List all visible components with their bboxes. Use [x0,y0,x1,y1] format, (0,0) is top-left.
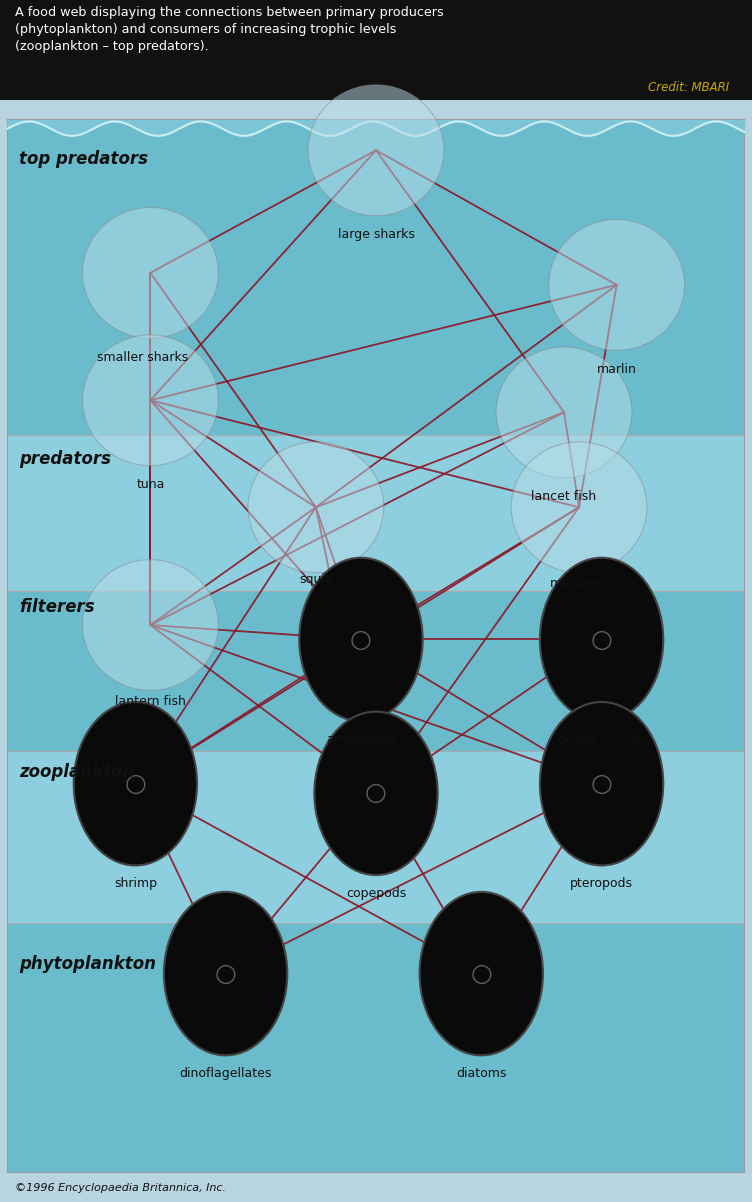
Text: ocean sunfish: ocean sunfish [558,733,645,746]
Bar [8,120,744,1172]
Text: ○: ○ [470,962,493,986]
Ellipse shape [308,85,444,215]
Ellipse shape [83,335,218,465]
Text: ○: ○ [350,627,372,651]
Text: ○: ○ [590,627,613,651]
Text: marlin: marlin [596,363,637,376]
Ellipse shape [496,347,632,477]
Ellipse shape [248,442,384,572]
Ellipse shape [511,442,647,572]
Ellipse shape [549,220,684,350]
Text: shrimp: shrimp [114,877,157,891]
Ellipse shape [83,560,218,690]
Ellipse shape [299,558,423,721]
Text: A food web displaying the connections between primary producers
(phytoplankton) : A food web displaying the connections be… [15,6,444,53]
Ellipse shape [164,892,287,1055]
Ellipse shape [420,892,543,1055]
Text: diatoms: diatoms [456,1067,506,1081]
Text: zooplankton: zooplankton [19,763,134,780]
Text: ○: ○ [214,962,237,986]
Text: squid: squid [299,573,333,587]
Text: ○: ○ [590,772,613,796]
Text: top predators: top predators [19,150,148,167]
Text: large sharks: large sharks [338,228,414,242]
Text: dinoflagellates: dinoflagellates [180,1067,271,1081]
Text: lancet fish: lancet fish [532,490,596,504]
Text: Credit: MBARI: Credit: MBARI [648,81,729,94]
Bar [8,923,744,1172]
Ellipse shape [540,558,663,721]
Text: ○: ○ [124,772,147,796]
Ellipse shape [83,208,218,338]
Bar [0,0,752,100]
Bar [8,751,744,923]
Text: ©1996 Encyclopaedia Britannica, Inc.: ©1996 Encyclopaedia Britannica, Inc. [15,1183,226,1192]
Text: filterers: filterers [19,599,95,615]
Ellipse shape [314,712,438,875]
Bar [8,435,744,591]
Text: pteropods: pteropods [570,877,633,891]
Text: amphipods: amphipods [326,733,396,746]
Bar [8,120,744,435]
Ellipse shape [540,702,663,865]
Ellipse shape [74,702,197,865]
Text: phytoplankton: phytoplankton [19,956,156,972]
Bar [8,591,744,751]
Text: lantern fish: lantern fish [115,695,186,708]
Text: predators: predators [19,451,111,468]
Text: smaller sharks: smaller sharks [97,351,189,364]
Text: tuna: tuna [136,478,165,492]
Text: copepods: copepods [346,887,406,900]
Text: mackerel: mackerel [550,577,608,590]
Text: ○: ○ [365,781,387,805]
